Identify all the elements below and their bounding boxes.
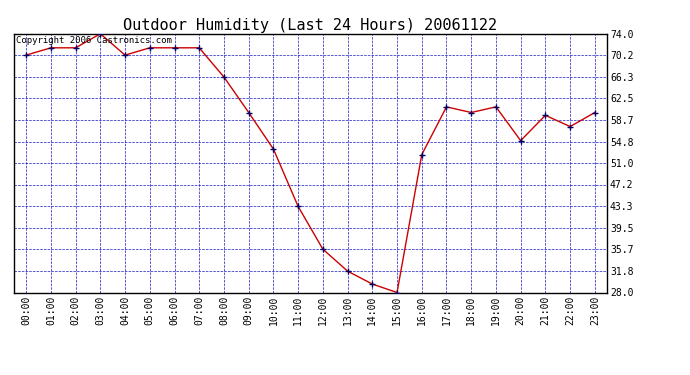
Text: Copyright 2006 Castronics.com: Copyright 2006 Castronics.com [16, 36, 171, 45]
Title: Outdoor Humidity (Last 24 Hours) 20061122: Outdoor Humidity (Last 24 Hours) 2006112… [124, 18, 497, 33]
